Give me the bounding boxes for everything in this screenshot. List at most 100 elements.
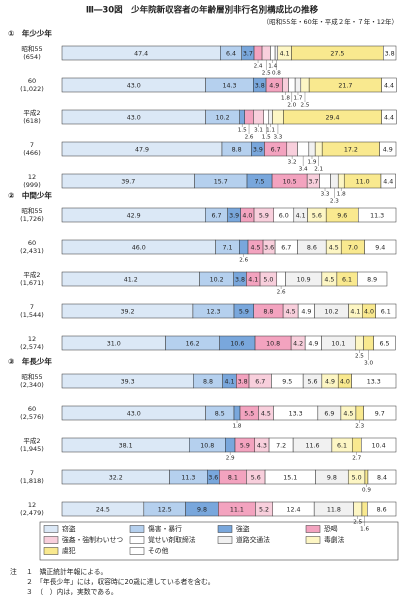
bar-segment [358, 207, 397, 223]
value-label: 3.6 [208, 475, 218, 482]
value-label: 2.6 [239, 258, 248, 264]
value-label: 6.9 [324, 411, 334, 418]
value-label: 8.9 [367, 277, 377, 284]
bar-segment [272, 109, 284, 125]
value-label: 7.2 [276, 443, 286, 450]
bar-segment [253, 45, 263, 61]
value-label: 15.1 [283, 475, 297, 482]
count-label: (2,340) [20, 381, 44, 389]
value-label: 7.0 [348, 245, 358, 252]
value-label: 10.2 [325, 309, 339, 316]
value-label: 6.0 [279, 213, 289, 220]
bar-segment [276, 271, 286, 287]
bar-segment [367, 501, 397, 517]
bar-segment [364, 239, 397, 255]
note: ３ （ ）内は，実数である。 [26, 587, 118, 596]
value-label: 4.5 [343, 411, 353, 418]
value-label: 3.1 [254, 128, 263, 134]
value-label: 6.4 [226, 51, 236, 58]
value-label: 10.8 [200, 443, 214, 450]
value-label: 4.9 [269, 83, 279, 90]
value-label: 29.4 [326, 115, 340, 122]
value-label: 2.6 [277, 290, 286, 296]
value-label: 38.1 [119, 443, 133, 450]
notes-label: 注 [10, 567, 17, 576]
bar-segment [297, 141, 310, 157]
legend-label: 覚せい剤取締法 [148, 535, 196, 544]
value-label: 2.3 [330, 199, 339, 205]
value-label: 4.5 [261, 411, 271, 418]
bar-segment [261, 45, 271, 61]
panel-title: ② 中間少年 [8, 190, 52, 200]
bar-segment [319, 173, 331, 189]
legend-label: 強姦・強制わいせつ [62, 535, 123, 544]
bar-segment [361, 437, 397, 453]
value-label: 4.4 [384, 115, 394, 122]
value-label: 2.5 [262, 71, 271, 77]
value-label: 12.5 [158, 507, 172, 514]
value-label: 10.6 [230, 341, 244, 348]
value-label: 46.0 [132, 245, 146, 252]
value-label: 8.6 [307, 245, 317, 252]
value-label: 5.5 [244, 411, 254, 418]
value-label: 12.3 [206, 309, 220, 316]
legend-label: 強盗 [236, 524, 250, 533]
value-label: 6.7 [271, 147, 281, 154]
bar-segment [383, 45, 397, 61]
bar-segment [380, 173, 396, 189]
value-label: 6.7 [255, 379, 265, 386]
legend-label: 道路交通法 [236, 535, 270, 544]
value-label: 3.6 [264, 245, 274, 252]
value-label: 1.5 [262, 135, 271, 141]
bar-segment [314, 141, 323, 157]
note: １ 矯正統計年報による。 [26, 567, 107, 576]
bar-segment [364, 469, 369, 485]
value-label: 4.1 [280, 51, 290, 58]
value-label: 10.9 [297, 277, 311, 284]
value-label: 9.5 [282, 379, 292, 386]
value-label: 10.2 [216, 115, 230, 122]
count-label: (1,818) [20, 477, 44, 485]
value-label: 32.2 [109, 475, 123, 482]
bar-segment [363, 405, 397, 421]
value-label: 2.7 [352, 456, 361, 462]
value-label: 8.8 [232, 147, 242, 154]
value-label: 6.1 [381, 309, 391, 316]
value-label: 3.4 [299, 167, 308, 173]
value-label: 2.0 [287, 103, 296, 109]
bar-segment [282, 77, 289, 93]
value-label: 6.1 [337, 443, 347, 450]
value-label: 43.0 [127, 411, 141, 418]
value-label: 9.7 [375, 411, 385, 418]
value-label: 4.9 [383, 147, 393, 154]
bar-segment [286, 141, 298, 157]
value-label: 1.8 [281, 96, 290, 102]
value-label: 1.8 [337, 192, 346, 198]
value-label: 39.7 [121, 179, 135, 186]
value-label: 47.4 [134, 51, 148, 58]
value-label: 4.9 [325, 379, 335, 386]
value-label: 6.7 [281, 245, 291, 252]
category-label: 12 [28, 501, 36, 509]
bar-segment [373, 335, 396, 351]
value-label: 6.7 [211, 213, 221, 220]
value-label: 3.2 [288, 160, 297, 166]
bar-segment [288, 77, 296, 93]
bar-segment [268, 109, 273, 125]
value-label: 24.5 [96, 507, 110, 514]
value-label: 27.5 [330, 51, 344, 58]
subtitle: （昭和55年・60年・平成２年・７年・12年） [263, 17, 398, 26]
value-label: 4.3 [257, 443, 267, 450]
count-label: (466) [23, 149, 40, 157]
value-label: 13.3 [289, 411, 303, 418]
category-label: 昭和55 [21, 44, 42, 53]
value-label: 9.8 [327, 475, 337, 482]
value-label: 43.0 [127, 83, 141, 90]
value-label: 8.4 [377, 475, 387, 482]
legend-label: 窃盗 [62, 524, 76, 533]
value-label: 39.2 [120, 309, 134, 316]
legend-swatch [129, 536, 145, 544]
category-label: 12 [28, 335, 36, 343]
value-label: 3.9 [253, 147, 263, 154]
value-label: 5.6 [307, 379, 317, 386]
